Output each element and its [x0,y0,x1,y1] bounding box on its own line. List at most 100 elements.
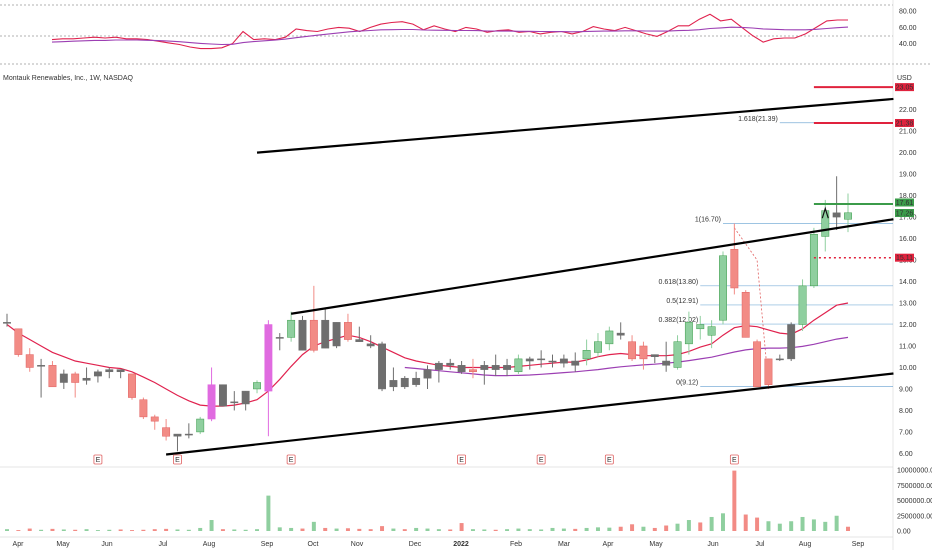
price-tick-label: 21.00 [899,129,917,136]
volume-bar [277,527,282,531]
earnings-marker-box [457,454,466,465]
candle-body [230,401,239,404]
price-label-text: 15.11 [896,255,913,262]
volume-bar [766,521,771,531]
price-tick-label: 8.00 [899,408,913,415]
candle [218,384,227,407]
candle-body [355,339,364,342]
candle [93,369,102,383]
volume-bar [686,520,691,531]
candle [434,361,443,383]
candle-body [594,341,602,353]
candle [253,380,261,394]
candle-body [105,369,114,373]
price-tick-label: 10.00 [899,365,917,372]
x-tick-label: Nov [351,541,364,548]
candle [355,326,364,342]
candle-body [196,418,205,433]
price-label-text: 23.05 [896,85,914,92]
candle [400,376,409,389]
x-tick-label: Aug [799,541,812,548]
volume-bar [266,495,271,531]
candle-body [821,210,830,237]
volume-bar [164,528,169,531]
candle [59,369,68,389]
candle-body [753,341,762,388]
candle [559,354,568,368]
candle-body [93,371,102,377]
volume-bar [732,470,737,531]
candle [741,290,750,338]
earnings-marker-text: E [607,457,612,464]
candle [287,311,296,342]
volume-bar [800,516,805,531]
earnings-marker: E [729,454,739,465]
candle-body [639,345,648,360]
volume-bar [516,528,521,531]
volume-bar [584,527,589,531]
candle-body [684,322,693,345]
candle [173,433,182,452]
candle [139,397,148,420]
candle-body [491,365,500,370]
earnings-marker: E [457,454,466,465]
candle-body [241,390,250,405]
candle [537,350,546,368]
candle [503,358,511,377]
candle [366,335,375,349]
price-tick-label: 7.00 [899,429,913,436]
candle [230,391,239,411]
volume-bar [380,526,385,531]
volume-bar [84,529,89,531]
x-tick-label: Aug [203,541,216,548]
earnings-marker-box [173,454,182,465]
candle-body [616,332,625,336]
volume-bar [789,521,794,531]
candle [332,322,341,349]
candle [82,367,91,385]
earnings-marker-box [604,454,614,465]
price-label-box: 23.05 [895,83,914,92]
candle [616,322,625,340]
price-panel: 22.0021.0020.0019.0018.0017.0016.0015.00… [0,83,917,468]
candle-body [184,433,193,436]
x-tick-label: May [649,541,663,548]
candle-body [628,341,637,360]
candle [650,354,659,364]
earnings-marker-box [93,454,103,465]
candle-body [741,292,750,338]
candle-body [559,358,568,364]
candle-body [764,358,773,385]
candle [480,361,489,385]
candle [105,367,114,379]
candle-body [116,369,125,373]
candle-body [480,365,489,370]
x-tick-label: 2022 [453,541,469,548]
volume-bar [550,527,555,531]
candle-body [662,360,671,366]
channel-middle-line [290,218,894,315]
volume-bar [186,529,191,531]
candle-body [730,249,739,289]
volume-bar [289,527,294,531]
earnings-marker-box [536,454,546,465]
volume-bar [414,527,419,531]
candle [628,335,637,362]
candle-body [514,358,523,373]
candle-body [378,343,386,390]
volume-tick-label: 7500000.00 [897,483,932,490]
volume-bar [357,528,362,531]
candle [116,369,125,379]
candle [662,341,671,372]
candle-body [389,380,398,388]
x-tick-label: Apr [13,541,25,548]
candle-body [571,360,580,366]
candle-body [412,377,421,385]
earnings-marker-text: E [732,457,737,464]
candle [344,313,352,342]
rsi-tick-label: 80.00 [899,9,917,16]
candle-body [332,322,341,347]
rsi-tick-label: 60.00 [899,25,917,32]
